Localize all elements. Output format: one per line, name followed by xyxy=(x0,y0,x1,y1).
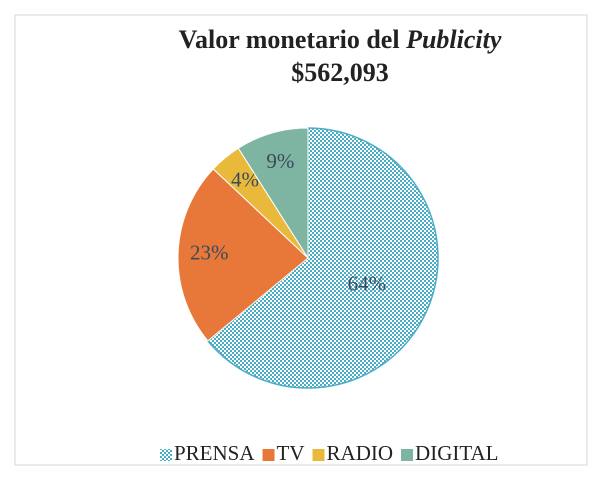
legend: PRENSA TV RADIO DIGITAL xyxy=(160,441,499,465)
legend-swatch xyxy=(262,449,275,461)
legend-swatch xyxy=(160,449,172,461)
legend-label: TV xyxy=(277,441,305,465)
legend-label: PRENSA xyxy=(174,441,255,465)
legend-label: RADIO xyxy=(327,441,394,465)
chart-title: Valor monetario del Publicity xyxy=(179,25,502,54)
legend-swatch xyxy=(401,449,414,461)
pie-slice xyxy=(237,127,309,260)
data-label: 9% xyxy=(266,149,294,173)
legend-swatch xyxy=(312,449,325,461)
data-label: 64% xyxy=(348,271,387,295)
legend-label: DIGITAL xyxy=(415,441,498,465)
title-emphasis: Publicity xyxy=(405,25,502,54)
pie-slice xyxy=(177,168,309,342)
pie: 64%23%4%9% xyxy=(177,127,439,389)
chart-subtitle: $562,093 xyxy=(291,58,389,87)
data-label: 23% xyxy=(190,241,229,265)
pie-slice xyxy=(206,127,439,389)
title-main: Valor monetario del xyxy=(179,25,400,54)
